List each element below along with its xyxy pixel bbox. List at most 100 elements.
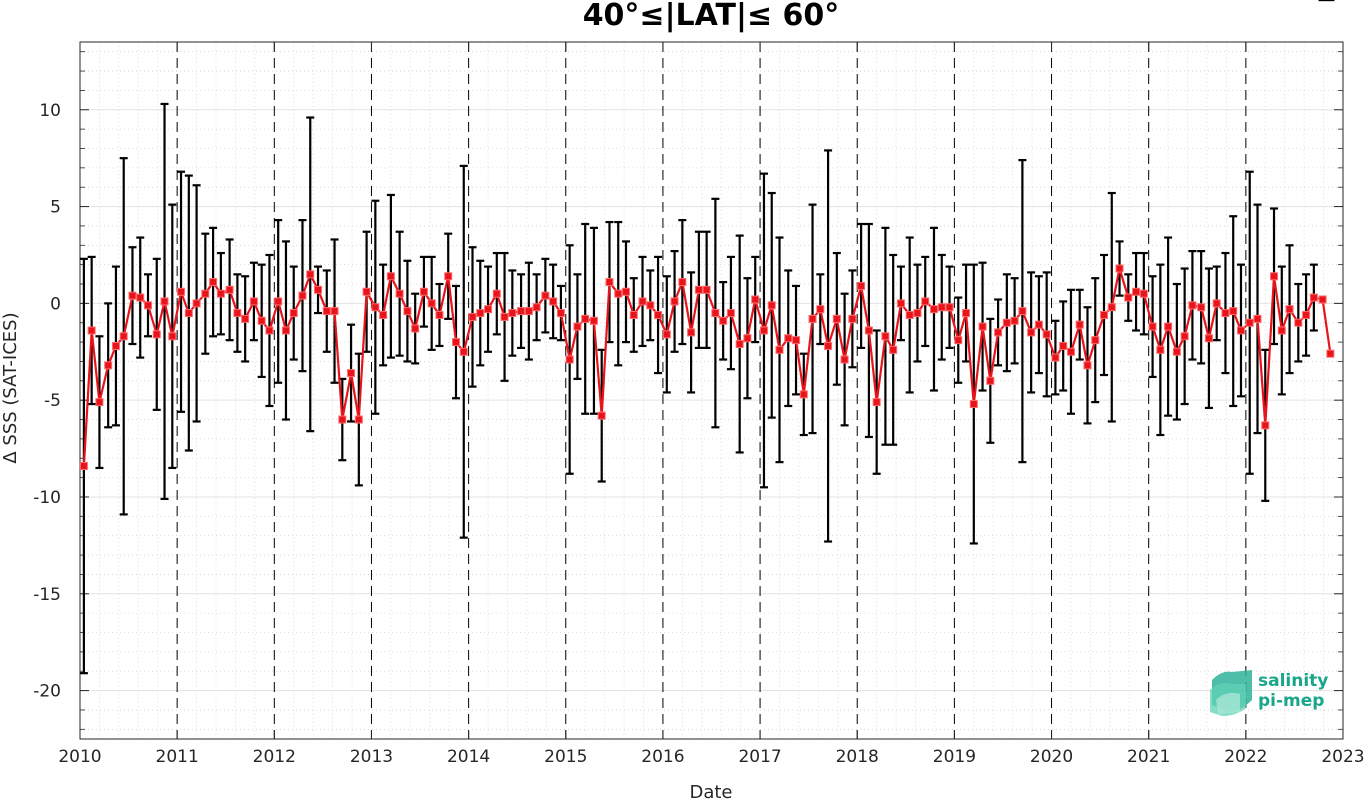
data-point <box>1124 293 1133 302</box>
data-point <box>395 289 404 298</box>
data-point <box>144 301 153 310</box>
data-point <box>306 270 315 279</box>
x-tick-label: 2021 <box>1127 747 1170 767</box>
x-tick-label: 2017 <box>738 747 781 767</box>
data-point <box>1091 336 1100 345</box>
data-point <box>136 293 145 302</box>
data-point <box>743 334 752 343</box>
year-boundary-lines <box>176 42 1247 739</box>
data-point <box>808 314 817 323</box>
x-tick-labels: 2010 2011 2012 2013 2014 2015 2016 2017 2018 2019… <box>58 747 1364 767</box>
data-point <box>702 285 711 294</box>
data-point <box>459 347 468 356</box>
data-point <box>330 307 339 316</box>
data-point <box>95 398 104 407</box>
data-point <box>646 301 655 310</box>
data-point <box>1027 328 1036 337</box>
data-point <box>281 326 290 335</box>
x-tick-label: 2022 <box>1224 747 1267 767</box>
x-tick-label: 2019 <box>933 747 976 767</box>
data-point <box>726 309 735 318</box>
chart-title: 40°≤|LAT|≤ 60° <box>583 0 840 33</box>
data-point <box>921 297 930 306</box>
data-point <box>216 289 225 298</box>
data-point <box>233 309 242 318</box>
x-tick-label: 2016 <box>641 747 684 767</box>
data-point <box>913 309 922 318</box>
plot-frame <box>79 41 1344 740</box>
data-point <box>1245 318 1254 327</box>
data-point <box>1002 318 1011 327</box>
data-point <box>354 415 363 424</box>
data-point <box>322 307 331 316</box>
data-point <box>670 297 679 306</box>
data-point <box>864 326 873 335</box>
data-point <box>314 285 323 294</box>
data-point <box>1075 320 1084 329</box>
data-point <box>792 336 801 345</box>
data-point <box>444 272 453 281</box>
x-tick-label: 2011 <box>156 747 199 767</box>
y-tick-label: -15 <box>33 585 61 605</box>
y-tick-label: -10 <box>33 488 61 508</box>
data-point <box>605 278 614 287</box>
data-point <box>1100 310 1109 319</box>
data-point <box>257 316 266 325</box>
data-point <box>962 309 971 318</box>
y-tick-label: -5 <box>44 391 61 411</box>
data-point <box>1010 316 1019 325</box>
data-point <box>1066 347 1075 356</box>
data-point <box>629 310 638 319</box>
data-point <box>87 326 96 335</box>
data-point <box>1034 320 1043 329</box>
data-point <box>1229 307 1238 316</box>
data-point <box>759 326 768 335</box>
data-point <box>1018 307 1027 316</box>
x-tick-label: 2014 <box>447 747 490 767</box>
data-point <box>1318 295 1327 304</box>
data-point <box>1059 341 1068 350</box>
data-point <box>152 330 161 339</box>
data-point <box>1180 332 1189 341</box>
data-point <box>517 307 526 316</box>
data-point <box>371 303 380 312</box>
data-point <box>896 299 905 308</box>
data-point <box>1188 301 1197 310</box>
data-point <box>1204 334 1213 343</box>
y-tick-label: 0 <box>50 294 61 314</box>
data-point <box>816 305 825 314</box>
data-point <box>427 299 436 308</box>
x-tick-label: 2010 <box>58 747 101 767</box>
data-point <box>532 303 541 312</box>
data-point <box>581 314 590 323</box>
data-point <box>1285 305 1294 314</box>
y-tick-label: -20 <box>33 682 61 702</box>
data-point <box>767 301 776 310</box>
data-point <box>824 341 833 350</box>
logo-text-salinity: salinity <box>1258 671 1328 691</box>
data-point <box>556 309 565 318</box>
data-point <box>411 324 420 333</box>
data-point <box>954 336 963 345</box>
data-point <box>419 287 428 296</box>
error-bars <box>79 0 1335 675</box>
data-point <box>386 272 395 281</box>
data-point <box>128 291 137 300</box>
data-point <box>1148 322 1157 331</box>
data-point <box>1270 272 1279 281</box>
data-point <box>1326 349 1335 358</box>
data-point <box>1294 318 1303 327</box>
data-point <box>541 291 550 300</box>
series-markers <box>79 264 1335 471</box>
data-point <box>338 415 347 424</box>
data-point <box>476 309 485 318</box>
data-point <box>969 400 978 409</box>
x-tick-label: 2018 <box>836 747 879 767</box>
y-tick-labels: 10 5 0 -5 -10 -15 -20 <box>33 101 61 702</box>
data-point <box>905 310 914 319</box>
data-point <box>832 314 841 323</box>
data-point <box>249 297 258 306</box>
data-point <box>945 303 954 312</box>
data-point <box>1309 293 1318 302</box>
data-point <box>500 312 509 321</box>
